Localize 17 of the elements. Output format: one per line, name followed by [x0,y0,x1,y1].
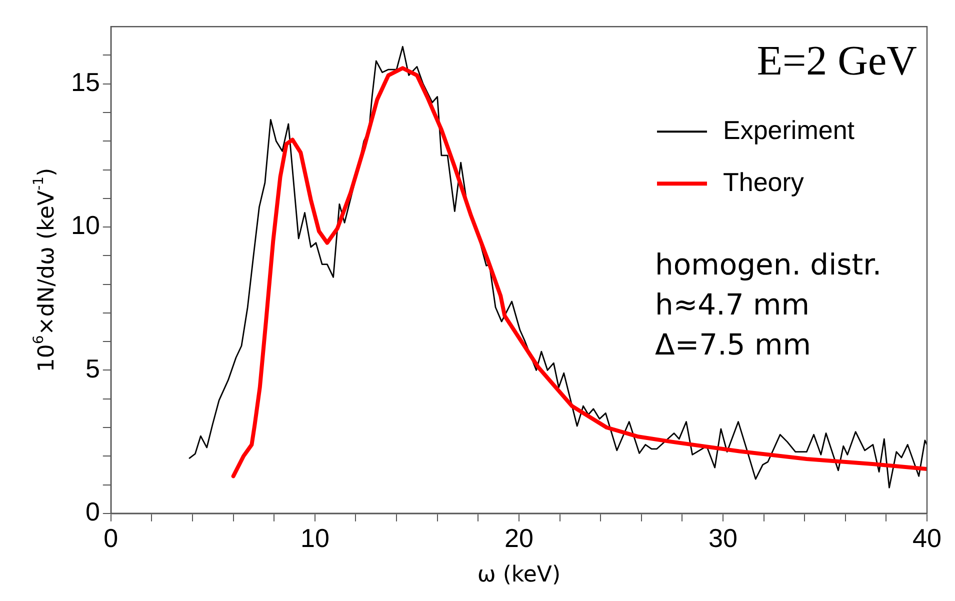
y-tick-label: 0 [85,496,100,527]
y-tick-label: 10 [71,210,100,240]
y-tick-label: 15 [71,67,100,98]
x-tick-label: 40 [912,523,942,554]
x-tick-label: 10 [300,523,330,554]
annotation: h≈4.7 mm [655,288,810,322]
legend-label: Experiment [723,114,856,145]
annotation: homogen. distr. [655,248,882,282]
x-tick-label: 0 [104,523,118,554]
y-tick-label: 5 [85,353,100,384]
annotation: Δ=7.5 mm [655,328,811,362]
y-axis-title: 106×dN/dω (keV-1) [30,168,60,372]
legend-label: Theory [723,166,804,197]
x-tick-label: 20 [504,523,534,554]
annotation: E=2 GeV [756,38,917,85]
x-tick-label: 30 [708,523,738,554]
x-axis-title: ω (keV) [477,562,561,588]
